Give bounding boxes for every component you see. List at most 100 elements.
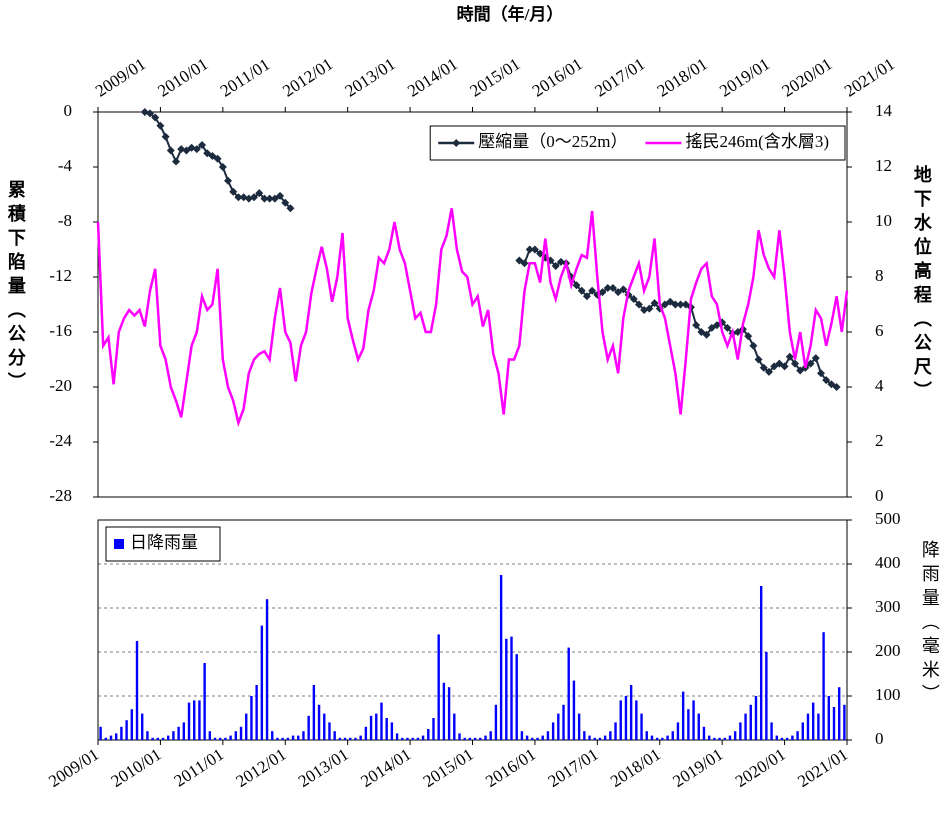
bar: [707, 735, 711, 740]
y2-tick-label: 4: [875, 376, 884, 395]
bar: [791, 735, 794, 740]
bar: [167, 735, 170, 740]
bar: [193, 700, 196, 740]
bar: [629, 685, 633, 740]
marker: [598, 288, 607, 297]
bar: [473, 737, 477, 740]
bar: [510, 636, 513, 740]
bar: [161, 737, 165, 740]
bar: [640, 713, 643, 740]
y2-tick-label: 2: [875, 431, 884, 450]
bar: [99, 726, 102, 740]
bar: [780, 737, 784, 740]
marker: [744, 332, 753, 341]
bar: [572, 680, 576, 740]
bar: [822, 632, 825, 740]
marker: [281, 198, 290, 207]
bar: [739, 722, 742, 740]
bar: [239, 726, 243, 740]
bar: [323, 713, 326, 740]
chart-title: 時間（年/月）: [457, 4, 564, 24]
bar: [104, 737, 108, 740]
bar: [692, 700, 695, 740]
marker: [151, 113, 160, 122]
bar: [354, 737, 357, 740]
x-tick-label: 2019/01: [669, 745, 726, 791]
bar: [551, 722, 555, 740]
marker: [161, 132, 170, 141]
bar: [832, 707, 836, 740]
y-tick-label: -16: [49, 321, 72, 340]
x-tick-label: 2020/01: [779, 54, 836, 100]
marker: [551, 262, 560, 270]
marker: [192, 145, 201, 154]
bar: [681, 691, 685, 740]
x-tick-label: 2017/01: [591, 54, 648, 100]
x-tick-label: 2020/01: [732, 745, 789, 791]
bar: [536, 737, 539, 740]
x-tick-label: 2018/01: [654, 54, 711, 100]
bar: [650, 735, 654, 740]
bar: [567, 647, 570, 740]
bar: [775, 735, 778, 740]
bar: [219, 737, 222, 740]
marker: [146, 109, 155, 118]
bar: [624, 696, 628, 740]
marker: [260, 194, 269, 203]
x-tick-label: 2014/01: [404, 54, 461, 100]
y2-tick-label: 0: [875, 486, 884, 505]
bar: [229, 735, 232, 740]
x-tick-label: 2018/01: [607, 745, 664, 791]
bar: [349, 737, 352, 740]
bar: [151, 737, 154, 740]
bar: [406, 737, 409, 740]
y2-tick-label: 0: [875, 729, 884, 748]
bar: [380, 702, 383, 740]
marker: [603, 284, 612, 292]
bar: [489, 731, 492, 740]
bar: [619, 700, 622, 740]
bar: [806, 713, 810, 740]
bar: [676, 722, 680, 740]
bar: [531, 737, 534, 740]
bar: [375, 713, 378, 740]
marker: [234, 193, 243, 202]
bar: [666, 735, 669, 740]
bar: [401, 737, 404, 740]
marker: [822, 376, 831, 385]
marker: [250, 193, 259, 202]
bar: [827, 696, 830, 740]
bar: [614, 722, 617, 740]
marker: [156, 121, 165, 130]
bar: [115, 733, 118, 740]
marker: [213, 154, 222, 163]
bar: [338, 737, 342, 740]
bar: [271, 731, 274, 740]
marker: [692, 321, 701, 330]
bar: [718, 737, 721, 740]
legend-swatch: [114, 539, 124, 549]
bar: [468, 737, 472, 740]
x-tick-label: 2009/01: [45, 745, 102, 791]
bar: [635, 700, 638, 740]
marker: [530, 245, 539, 254]
bar: [603, 735, 607, 740]
y-tick-label: 0: [64, 101, 73, 120]
marker: [276, 191, 285, 200]
rain-axis-label: 降雨量（毫米）: [920, 540, 940, 708]
bar: [515, 654, 518, 740]
bar: [141, 713, 144, 740]
bar: [432, 718, 435, 740]
marker: [520, 259, 529, 268]
bar: [302, 731, 305, 740]
bar: [577, 713, 581, 740]
bar: [723, 737, 726, 740]
bar: [427, 729, 430, 740]
bar: [317, 704, 321, 740]
x-tick-label: 2009/01: [92, 54, 149, 100]
bar: [411, 737, 414, 740]
marker: [759, 363, 768, 372]
marker: [671, 300, 680, 309]
y-axis-label: 累積下陷量（公分）: [6, 180, 27, 396]
bar: [291, 735, 295, 740]
